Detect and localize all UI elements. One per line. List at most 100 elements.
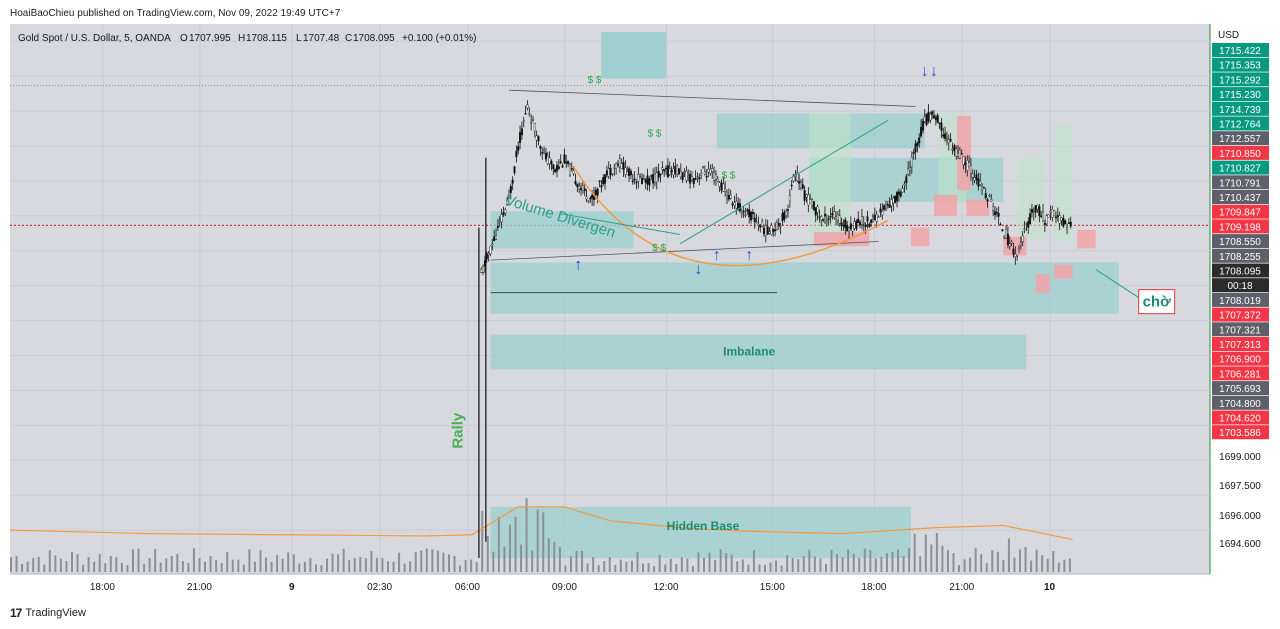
- volume-bar: [908, 548, 911, 572]
- volume-bar: [642, 563, 645, 572]
- candle-body: [746, 209, 749, 212]
- candle-body: [567, 160, 570, 164]
- volume-bar: [1007, 538, 1010, 572]
- candle-body: [833, 211, 836, 218]
- candle-body: [605, 170, 608, 176]
- candle-body: [670, 170, 673, 173]
- volume-bar: [758, 564, 761, 572]
- tradingview-brand: TradingView: [25, 607, 86, 619]
- candle-body: [792, 175, 795, 182]
- candle-body: [696, 176, 699, 178]
- price-label: 1706.281: [1219, 369, 1261, 380]
- candle-body: [875, 214, 878, 222]
- volume-bar: [176, 553, 179, 572]
- candle-body: [744, 213, 747, 216]
- volume-bar: [375, 557, 378, 572]
- volume-bar: [508, 524, 511, 572]
- candle-body: [520, 128, 523, 136]
- candle-body: [585, 196, 588, 200]
- candle-body: [528, 113, 531, 115]
- volume-bar: [1013, 557, 1016, 572]
- candle-body: [618, 158, 621, 168]
- candle-body: [716, 178, 719, 182]
- rally-path-line: [679, 120, 889, 245]
- candle-body: [1069, 221, 1072, 227]
- candle-body: [831, 213, 834, 216]
- price-label-box: [1212, 278, 1269, 293]
- candle-body: [945, 138, 948, 141]
- price-label: 1710.791: [1219, 178, 1261, 189]
- candle-body: [938, 122, 941, 125]
- price-axis-tick: 1694.600: [1219, 539, 1261, 550]
- candle-body: [541, 152, 544, 154]
- legend-close-value: 1708.095: [353, 33, 395, 44]
- candle-body: [842, 225, 845, 227]
- volume-bar: [946, 550, 949, 572]
- dollar-signs-label: $ $: [721, 171, 735, 182]
- candle-body: [526, 104, 529, 109]
- volume-bar: [231, 559, 234, 572]
- legend-open-label: O: [180, 33, 188, 44]
- volume-bar: [43, 564, 46, 572]
- candle-body: [925, 113, 928, 125]
- price-label: 1715.230: [1219, 90, 1261, 101]
- candle-body: [698, 177, 701, 179]
- volume-bar: [26, 561, 29, 572]
- candle-body: [1010, 241, 1013, 244]
- candle-body: [628, 168, 631, 177]
- candle-body: [1042, 211, 1045, 222]
- volume-bar: [935, 532, 938, 572]
- candle-body: [572, 170, 575, 174]
- candle-body: [1051, 209, 1054, 218]
- candle-body: [482, 265, 485, 273]
- candle-body: [999, 224, 1002, 226]
- rounding-bottom-curve: [573, 166, 889, 267]
- candle-body: [552, 164, 555, 170]
- candle-body: [637, 174, 640, 182]
- legend-close-label: C: [345, 33, 352, 44]
- time-axis-tick: 21:00: [187, 582, 212, 593]
- candle-body: [507, 196, 510, 199]
- candle-body: [781, 213, 784, 221]
- candle-body: [668, 168, 671, 175]
- candle-body: [559, 161, 562, 164]
- wedge-lower-line: [490, 241, 879, 261]
- volume-bar: [819, 558, 822, 572]
- candle-body: [694, 178, 697, 180]
- legend-symbol: Gold Spot / U.S. Dollar, 5, OANDA: [18, 33, 171, 44]
- volume-bar: [869, 550, 872, 572]
- candle-body: [814, 207, 817, 216]
- candle-body: [1001, 229, 1004, 232]
- volume-bar: [65, 560, 68, 572]
- candle-body: [495, 235, 498, 240]
- volume-bar: [703, 557, 705, 572]
- volume-bar: [1035, 549, 1038, 572]
- price-label: 1707.313: [1219, 340, 1261, 351]
- price-label: 1703.586: [1219, 428, 1261, 439]
- volume-bar: [763, 564, 766, 572]
- volume-bar: [215, 560, 218, 572]
- candle-body: [517, 146, 520, 151]
- candle-body: [740, 213, 743, 216]
- volume-bar: [913, 533, 916, 572]
- volume-bar: [82, 564, 85, 572]
- publisher-line: HoaiBaoChieu published on TradingView.co…: [10, 8, 341, 19]
- volume-bar: [786, 555, 789, 572]
- volume-bar: [370, 550, 373, 572]
- volume-bar: [564, 565, 567, 572]
- volume-bar: [514, 516, 517, 572]
- candle-body: [790, 184, 793, 187]
- position-profit-box: [1017, 157, 1045, 240]
- candle-body: [1047, 214, 1050, 218]
- candle-body: [557, 166, 560, 169]
- candle-body: [853, 221, 856, 229]
- price-label: 1704.620: [1219, 414, 1261, 425]
- candle-body: [659, 173, 662, 176]
- volume-bar: [891, 551, 894, 572]
- volume-bar: [242, 564, 245, 572]
- volume-bar: [54, 555, 57, 572]
- price-label: 1710.827: [1219, 164, 1261, 175]
- candle-body: [735, 201, 738, 209]
- volume-bar: [985, 563, 988, 572]
